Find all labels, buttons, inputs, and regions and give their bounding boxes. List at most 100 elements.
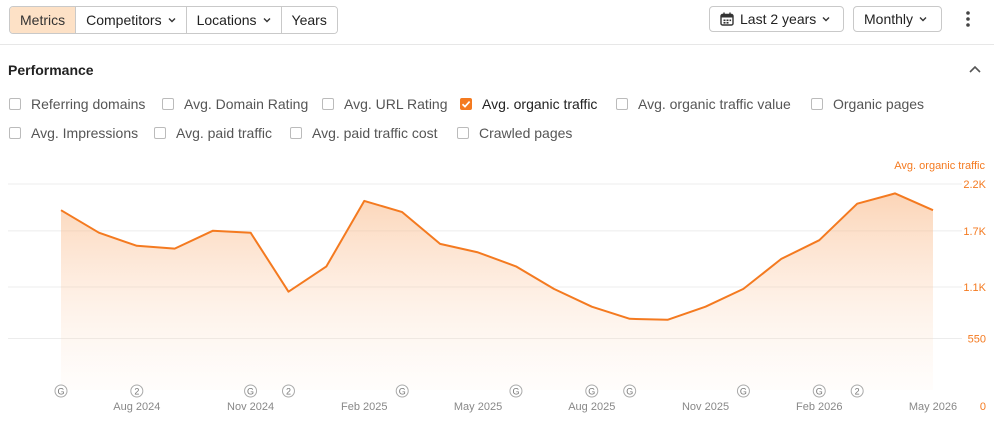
- y-tick-label: 1.7K: [963, 226, 986, 238]
- checkbox[interactable]: [457, 127, 469, 139]
- tab-years-label: Years: [291, 12, 327, 28]
- tab-years[interactable]: Years: [281, 7, 337, 33]
- tab-metrics[interactable]: Metrics: [10, 7, 77, 33]
- annotation-marker: 2: [281, 384, 295, 398]
- annotation-circle: [130, 384, 144, 398]
- y-tick-label: 2.2K: [963, 179, 986, 191]
- annotation-label: G: [57, 387, 64, 397]
- metric-crawled-pages[interactable]: Crawled pages: [457, 125, 572, 141]
- x-tick-label: Feb 2025: [341, 401, 387, 413]
- annotation-circle: [736, 384, 750, 398]
- annotation-label: 2: [855, 387, 860, 397]
- annotation-label: 2: [134, 387, 139, 397]
- x-tick-label: Nov 2025: [682, 401, 729, 413]
- metric-label: Referring domains: [31, 96, 146, 112]
- checkbox[interactable]: [322, 98, 334, 110]
- tab-competitors[interactable]: Competitors: [76, 7, 187, 33]
- performance-title: Performance: [8, 62, 94, 78]
- annotation-label: G: [816, 387, 823, 397]
- annotation-marker: G: [244, 384, 258, 398]
- tab-competitors-label: Competitors: [86, 12, 162, 28]
- annotation-marker: G: [54, 384, 68, 398]
- tab-locations-label: Locations: [196, 12, 257, 28]
- annotation-circle: [244, 384, 258, 398]
- metric-label: Avg. paid traffic: [176, 125, 272, 141]
- annotation-circle: [585, 384, 599, 398]
- date-range-label: Last 2 years: [740, 11, 817, 27]
- annotation-marker: G: [623, 384, 637, 398]
- metric-avg-organic-traffic[interactable]: Avg. organic traffic: [460, 96, 597, 112]
- metric-label: Avg. Impressions: [31, 125, 139, 141]
- checkbox[interactable]: [811, 98, 823, 110]
- annotation-circle: [623, 384, 637, 398]
- checkbox[interactable]: [290, 127, 302, 139]
- annotation-circle: [509, 384, 523, 398]
- metric-avg-paid-traffic[interactable]: Avg. paid traffic: [154, 125, 272, 141]
- metric-label: Avg. Domain Rating: [184, 96, 309, 112]
- checkbox[interactable]: [154, 127, 166, 139]
- metric-organic-pages[interactable]: Organic pages: [811, 96, 924, 112]
- date-range-button[interactable]: Last 2 years: [709, 6, 844, 32]
- x-tick-label: Feb 2026: [796, 401, 842, 413]
- annotation-label: 2: [286, 387, 291, 397]
- checkbox-checked[interactable]: [460, 98, 472, 110]
- annotation-circle: [395, 384, 409, 398]
- y-tick-label: 550: [968, 334, 986, 346]
- metric-referring-domains[interactable]: Referring domains: [9, 96, 145, 112]
- annotation-label: G: [399, 387, 406, 397]
- annotation-label: G: [626, 387, 633, 397]
- chevron-down-icon: [822, 17, 830, 22]
- chevron-down-icon: [919, 17, 927, 22]
- checkbox[interactable]: [162, 98, 174, 110]
- chevron-up-icon[interactable]: [968, 64, 982, 74]
- annotation-marker: G: [736, 384, 750, 398]
- metric-avg-paid-traffic-cost[interactable]: Avg. paid traffic cost: [290, 125, 438, 141]
- checkbox[interactable]: [616, 98, 628, 110]
- chevron-down-icon: [263, 18, 271, 23]
- metric-avg-organic-traffic-value[interactable]: Avg. organic traffic value: [616, 96, 791, 112]
- annotation-circle: [812, 384, 826, 398]
- metric-label: Crawled pages: [479, 125, 573, 141]
- annotation-label: G: [588, 387, 595, 397]
- annotation-marker: G: [395, 384, 409, 398]
- x-tick-label: May 2025: [454, 401, 502, 413]
- tab-locations[interactable]: Locations: [186, 7, 282, 33]
- calendar-icon: [720, 12, 734, 26]
- metric-label: Avg. URL Rating: [344, 96, 448, 112]
- y-tick-label: 1.1K: [963, 282, 986, 294]
- interval-dropdown[interactable]: Monthly: [853, 6, 942, 32]
- metric-avg-impressions[interactable]: Avg. Impressions: [9, 125, 138, 141]
- checkbox[interactable]: [9, 127, 21, 139]
- checkmark-icon: [461, 101, 471, 108]
- annotation-marker: 2: [850, 384, 864, 398]
- metric-label: Avg. paid traffic cost: [312, 125, 438, 141]
- y-tick-label: 0: [980, 401, 986, 413]
- annotation-circle: [281, 384, 295, 398]
- x-tick-label: May 2026: [909, 401, 957, 413]
- metric-label: Organic pages: [833, 96, 925, 112]
- x-tick-label: Aug 2024: [113, 401, 160, 413]
- metric-avg-domain-rating[interactable]: Avg. Domain Rating: [162, 96, 308, 112]
- series-area: [61, 193, 933, 390]
- annotation-marker: 2: [130, 384, 144, 398]
- organic-traffic-chart: 0 550 1.1K 1.7K 2.2K G 2 G 2 G G G G G G 2 Aug 2024 Nov…: [8, 179, 987, 413]
- tab-metrics-label: Metrics: [20, 12, 66, 28]
- metric-label: Avg. organic traffic: [482, 96, 598, 112]
- x-tick-label: Nov 2024: [227, 401, 274, 413]
- chevron-down-icon: [168, 18, 176, 23]
- view-segmented-control: Metrics Competitors Locations Years: [9, 6, 338, 34]
- more-options-icon[interactable]: [958, 9, 978, 31]
- annotation-label: G: [740, 387, 747, 397]
- annotation-label: G: [512, 387, 519, 397]
- interval-label: Monthly: [864, 11, 914, 27]
- series-line: [60, 192, 934, 321]
- annotation-marker: G: [812, 384, 826, 398]
- checkbox[interactable]: [9, 98, 21, 110]
- metric-avg-url-rating[interactable]: Avg. URL Rating: [322, 96, 448, 112]
- toolbar: Metrics Competitors Locations Years Last…: [0, 0, 994, 45]
- annotation-circle: [54, 384, 68, 398]
- annotation-marker: G: [509, 384, 523, 398]
- metric-label: Avg. organic traffic value: [638, 96, 791, 112]
- annotation-marker: G: [585, 384, 599, 398]
- x-tick-label: Aug 2025: [568, 401, 615, 413]
